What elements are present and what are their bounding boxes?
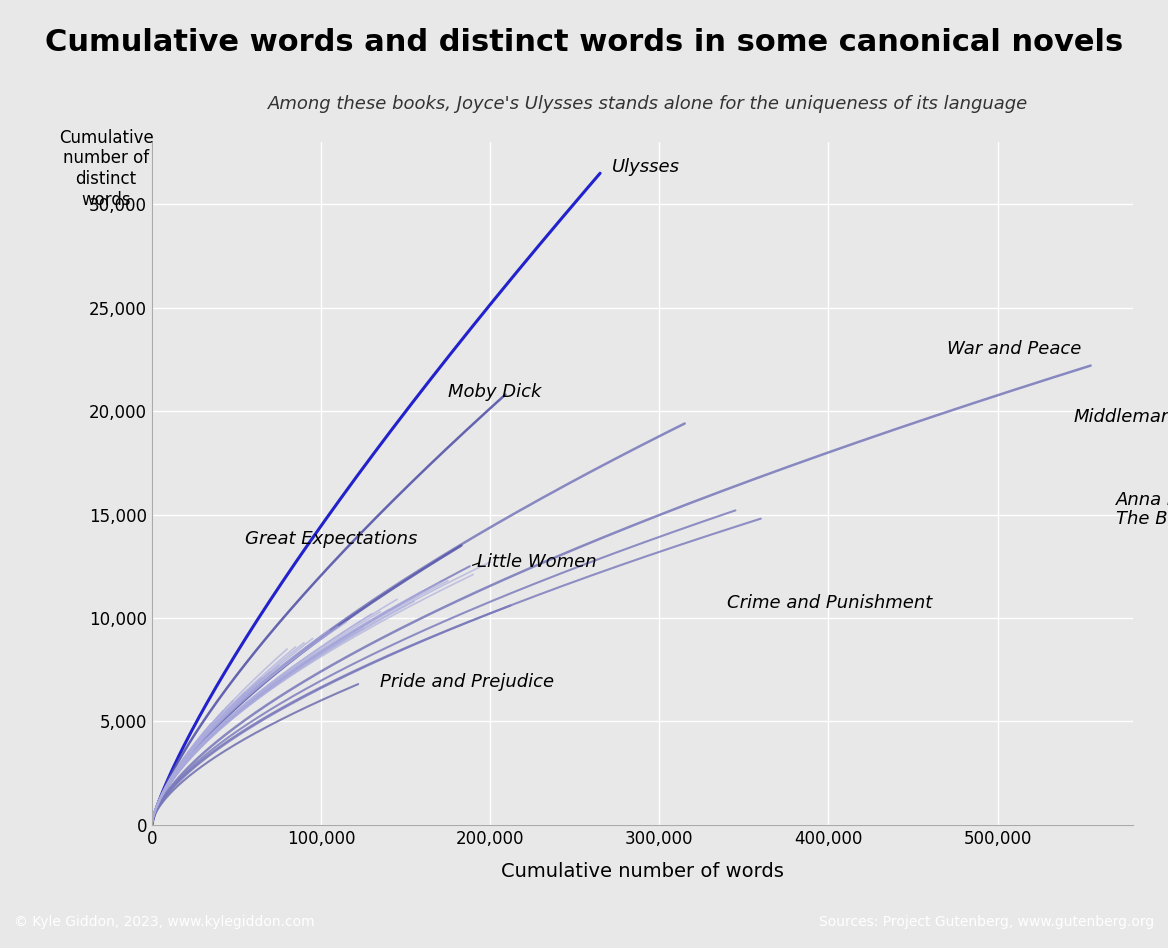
Text: Moby Dick: Moby Dick [447,384,541,401]
Text: Pride and Prejudice: Pride and Prejudice [381,673,555,691]
Text: Little Women: Little Women [477,553,596,571]
Text: Cumulative words and distinct words in some canonical novels: Cumulative words and distinct words in s… [44,28,1124,58]
Text: Crime and Punishment: Crime and Punishment [726,594,932,612]
Text: Among these books, Joyce's Ulysses stands alone for the uniqueness of its langua: Among these books, Joyce's Ulysses stand… [267,95,1028,113]
Text: © Kyle Giddon, 2023, www.kylegiddon.com: © Kyle Giddon, 2023, www.kylegiddon.com [14,915,314,929]
Text: Middlemarch: Middlemarch [1073,409,1168,427]
Text: Cumulative
number of
distinct
words: Cumulative number of distinct words [58,129,153,209]
Text: Great Expectations: Great Expectations [245,530,417,548]
Text: Ulysses: Ulysses [612,158,680,176]
Text: Anna Karenina: Anna Karenina [1117,491,1168,509]
Text: Sources: Project Gutenberg, www.gutenberg.org: Sources: Project Gutenberg, www.gutenber… [819,915,1154,929]
Text: The Brothers Karamazov: The Brothers Karamazov [1117,510,1168,528]
Text: War and Peace: War and Peace [947,340,1082,358]
X-axis label: Cumulative number of words: Cumulative number of words [501,862,784,881]
